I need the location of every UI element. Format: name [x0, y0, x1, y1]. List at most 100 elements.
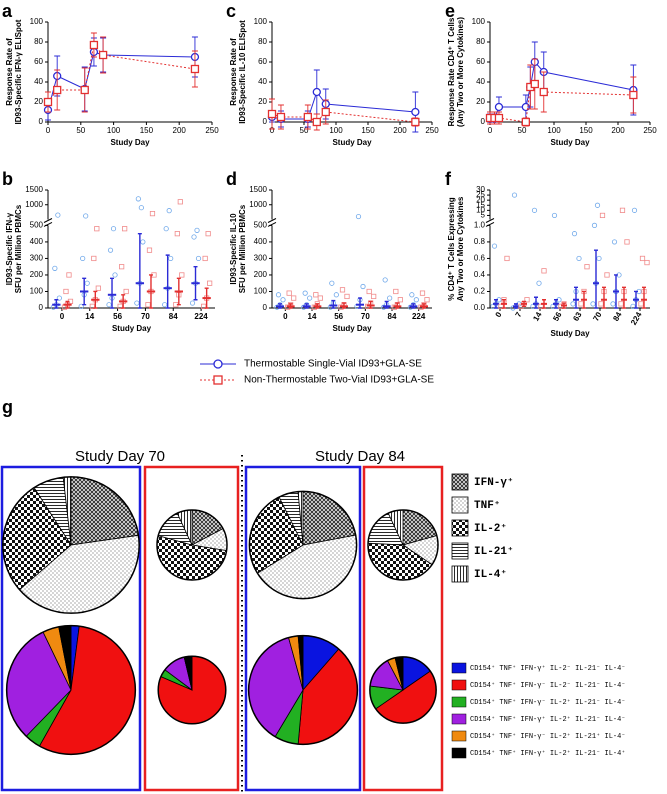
pie-slice — [70, 476, 139, 546]
marker — [117, 303, 123, 309]
y-tick-label: 0.0 — [474, 303, 486, 312]
marker — [80, 85, 89, 95]
series-line — [490, 83, 634, 123]
marker — [110, 226, 117, 232]
marker — [312, 117, 321, 127]
x-tick-label: 7 — [514, 310, 524, 319]
marker — [106, 302, 112, 308]
marker — [53, 85, 62, 95]
x-axis-label: Study Day — [550, 138, 590, 147]
y-axis-label: ID93-Specific IL-10 — [229, 213, 238, 285]
marker — [66, 272, 72, 278]
legend-label: IL-2⁺ — [474, 523, 507, 535]
marker — [591, 222, 598, 228]
marker — [397, 297, 403, 303]
marker — [145, 302, 151, 308]
x-tick-label: 200 — [173, 126, 187, 135]
x-tick-label: 56 — [113, 312, 122, 321]
marker — [413, 297, 419, 303]
y-tick-label: 0 — [263, 117, 268, 126]
x-tick-label: 0 — [60, 312, 65, 321]
legend-swatch — [451, 473, 469, 491]
legend-label: CD154⁺ TNF⁺ IFN-γ⁺ IL-2⁺ IL-21⁻ IL-4⁺ — [470, 750, 626, 758]
legend-swatch — [451, 662, 467, 674]
marker — [317, 295, 323, 301]
marker — [596, 255, 602, 262]
x-tick-label: 50 — [518, 126, 527, 135]
marker — [177, 199, 183, 205]
panel-letter: d — [226, 169, 237, 189]
x-tick-label: 63 — [571, 310, 584, 323]
legend-label: CD154⁺ TNF⁺ IFN-γ⁻ IL-2⁺ IL-21⁺ IL-4⁻ — [470, 733, 626, 741]
x-tick-label: 250 — [643, 126, 657, 135]
marker — [411, 117, 420, 127]
marker — [644, 259, 650, 266]
series-line — [47, 43, 196, 103]
marker — [619, 207, 626, 213]
x-tick-label: 150 — [140, 126, 154, 135]
error-bar — [602, 286, 606, 309]
marker — [382, 277, 388, 283]
marker — [611, 239, 618, 245]
marker — [146, 247, 153, 253]
marker — [539, 87, 548, 97]
marker — [168, 255, 174, 262]
y-axis-label: SFU per Million PBMCs — [14, 204, 23, 293]
marker — [387, 295, 393, 301]
marker — [207, 280, 213, 286]
marker — [371, 293, 377, 300]
marker — [599, 212, 606, 219]
y-tick-label: 500 — [30, 221, 44, 230]
x-axis-label: Study Day — [332, 138, 372, 147]
x-tick-label: 50 — [300, 126, 309, 135]
marker — [98, 50, 108, 60]
marker — [56, 295, 62, 301]
marker — [83, 213, 89, 219]
legend-label: IL-4⁺ — [474, 569, 507, 581]
marker — [78, 303, 84, 309]
y-axis-label: % CD4⁺ T Cells Expressing — [447, 197, 456, 300]
x-axis-label: Study Day — [550, 329, 590, 338]
marker — [80, 255, 86, 262]
x-tick-label: 14 — [531, 310, 544, 323]
marker — [43, 97, 53, 107]
y-tick-label: 5 — [481, 211, 486, 220]
legend-swatch — [451, 713, 467, 725]
panel-letter: g — [2, 397, 13, 417]
y-tick-label: 100 — [30, 17, 44, 26]
marker — [344, 293, 350, 300]
marker — [511, 192, 518, 198]
x-tick-label: 70 — [591, 310, 604, 323]
error-bar — [331, 299, 336, 309]
marker — [594, 202, 601, 208]
marker — [339, 287, 346, 293]
marker — [630, 303, 636, 309]
marker — [84, 280, 90, 286]
marker — [267, 109, 277, 119]
marker — [638, 301, 644, 307]
marker — [149, 210, 156, 217]
pie-outline — [367, 509, 439, 581]
marker — [202, 255, 208, 262]
marker — [424, 297, 430, 303]
y-tick-label: 60 — [34, 57, 43, 66]
marker — [590, 301, 596, 307]
marker — [191, 234, 197, 240]
marker — [112, 272, 118, 278]
y-axis-label: Response Rate of — [229, 38, 238, 106]
marker — [504, 255, 510, 262]
x-tick-label: 224 — [194, 312, 208, 321]
x-tick-label: 100 — [329, 126, 343, 135]
marker — [329, 280, 335, 286]
x-axis-label: Study Day — [112, 324, 152, 333]
marker — [393, 288, 399, 295]
y-tick-label: 80 — [476, 37, 485, 46]
pie-outline — [2, 476, 140, 614]
legend-label: Non-Thermostable Two-Vial ID93+GLA-SE — [244, 375, 434, 386]
y-tick-label: 60 — [258, 57, 267, 66]
marker — [280, 297, 286, 303]
error-bar — [110, 277, 115, 309]
series-line — [47, 51, 195, 111]
y-tick-label: 1.0 — [474, 221, 486, 230]
